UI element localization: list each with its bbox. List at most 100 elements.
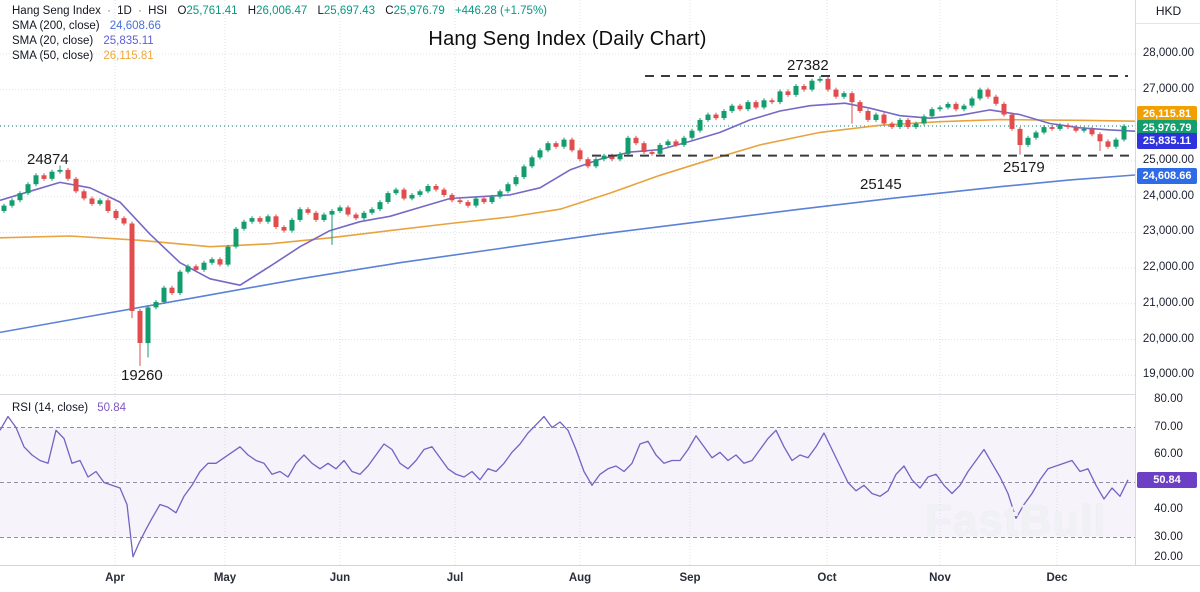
candle-body xyxy=(1025,137,1031,145)
sma200-row[interactable]: SMA (200, close) 24,608.66 xyxy=(12,19,547,34)
chart-annotation[interactable]: 27382 xyxy=(787,57,829,74)
axis-tick-label: 80.00 xyxy=(1154,393,1183,405)
candle-body xyxy=(785,91,791,95)
axis-tick-label: 24,000.00 xyxy=(1142,189,1195,202)
candle-body xyxy=(521,166,527,178)
candle-body xyxy=(609,155,615,160)
candle-body xyxy=(889,123,895,128)
chart-annotation[interactable]: 25179 xyxy=(1003,159,1045,176)
candle-body xyxy=(385,193,391,202)
axis-tick-label: 70.00 xyxy=(1154,420,1183,433)
high-key: H xyxy=(247,5,257,17)
sma-20-line[interactable] xyxy=(0,102,1135,287)
sma50-value: 26,115.81 xyxy=(103,50,154,62)
candle-body xyxy=(121,218,127,224)
candle-body xyxy=(761,100,767,108)
sma-50-line[interactable] xyxy=(0,118,1135,248)
candle-body xyxy=(281,227,287,231)
candle-body xyxy=(737,105,743,110)
time-axis[interactable]: Apr May Jun Jul Aug Sep Oct Nov Dec xyxy=(0,565,1200,592)
price-badge: 25,976.79 xyxy=(1137,120,1197,137)
chart-title: Hang Seng Index (Daily Chart) xyxy=(428,28,707,50)
separator-dot: · xyxy=(107,5,111,17)
low-value: 25,697.43 xyxy=(323,5,376,17)
chart-annotation[interactable]: 25145 xyxy=(860,176,902,193)
candle-body xyxy=(817,78,823,81)
price-chart-canvas[interactable] xyxy=(0,0,1135,565)
candle-body xyxy=(417,191,423,195)
change-value: +446.28 (+1.75%) xyxy=(454,5,548,17)
candle-body xyxy=(729,105,735,112)
candle-body xyxy=(241,221,247,229)
candle-body xyxy=(161,287,167,302)
rsi-label: RSI (14, close) xyxy=(12,402,89,414)
candle-body xyxy=(433,186,439,190)
candle-body xyxy=(337,207,343,211)
candle-body xyxy=(545,143,551,151)
candle-body xyxy=(441,189,447,195)
candle-body xyxy=(225,246,231,265)
candle-body xyxy=(1113,139,1119,147)
rsi-legend[interactable]: RSI (14, close) 50.84 xyxy=(12,402,126,414)
high-value: 26,006.47 xyxy=(256,5,308,17)
month-label: May xyxy=(213,572,237,584)
candle-body xyxy=(105,200,111,211)
candle-body xyxy=(833,89,839,97)
candle-body xyxy=(1001,103,1007,115)
candle-body xyxy=(257,218,263,222)
candle-body xyxy=(705,114,711,120)
candle-body xyxy=(457,200,463,203)
open-value: 25,761.41 xyxy=(186,5,238,17)
separator-dot: · xyxy=(138,5,142,17)
candle-body xyxy=(369,209,375,213)
candle-body xyxy=(697,119,703,131)
candle-body xyxy=(97,200,103,204)
candle-body xyxy=(233,228,239,247)
candle-body xyxy=(633,137,639,144)
candle-body xyxy=(201,262,207,270)
candle-body xyxy=(305,209,311,213)
candle-body xyxy=(249,218,255,222)
candle-body xyxy=(849,93,855,103)
month-label: Nov xyxy=(929,572,951,584)
candle-body xyxy=(825,78,831,90)
price-axis-pane[interactable]: HKD 28,000.0027,000.0026,000.0025,000.00… xyxy=(1135,0,1200,592)
candle-body xyxy=(1105,141,1111,147)
chart-annotation[interactable]: 19260 xyxy=(121,367,163,384)
candle-body xyxy=(865,111,871,120)
candle-body xyxy=(657,144,663,154)
symbol-name: Hang Seng Index xyxy=(12,5,101,17)
symbol-row[interactable]: Hang Seng Index · 1D · HSI O25,761.41 H2… xyxy=(12,4,547,19)
candle-body xyxy=(721,111,727,119)
candle-body xyxy=(585,159,591,167)
candle-body xyxy=(273,216,279,227)
candle-body xyxy=(801,86,807,90)
close-key: C xyxy=(385,5,394,17)
candle-body xyxy=(9,200,15,206)
sma200-label: SMA (200, close) xyxy=(12,20,100,32)
axis-tick-label: 21,000.00 xyxy=(1142,296,1195,309)
candle-body xyxy=(289,219,295,231)
currency-label: HKD xyxy=(1136,0,1200,24)
chart-annotation[interactable]: 24874 xyxy=(27,151,69,168)
axis-tick-label: 30.00 xyxy=(1154,530,1183,543)
candle-body xyxy=(1081,128,1087,131)
candle-body xyxy=(617,153,623,160)
sma20-row[interactable]: SMA (20, close) 25,835.11 xyxy=(12,34,547,49)
candle-body xyxy=(25,184,31,194)
sma50-row[interactable]: SMA (50, close) 26,115.81 xyxy=(12,49,547,64)
candle-body xyxy=(313,212,319,220)
candle-body xyxy=(593,159,599,167)
candle-body xyxy=(993,96,999,104)
month-label: Dec xyxy=(1046,572,1068,584)
candle-body xyxy=(217,259,223,265)
candle-body xyxy=(929,109,935,117)
candle-body xyxy=(497,191,503,197)
candle-body xyxy=(953,103,959,110)
candle-body xyxy=(665,141,671,145)
candle-body xyxy=(841,93,847,97)
sma-200-line[interactable] xyxy=(0,174,1135,334)
candle-body xyxy=(1065,125,1071,128)
candle-body xyxy=(425,186,431,192)
candle-body xyxy=(361,212,367,219)
